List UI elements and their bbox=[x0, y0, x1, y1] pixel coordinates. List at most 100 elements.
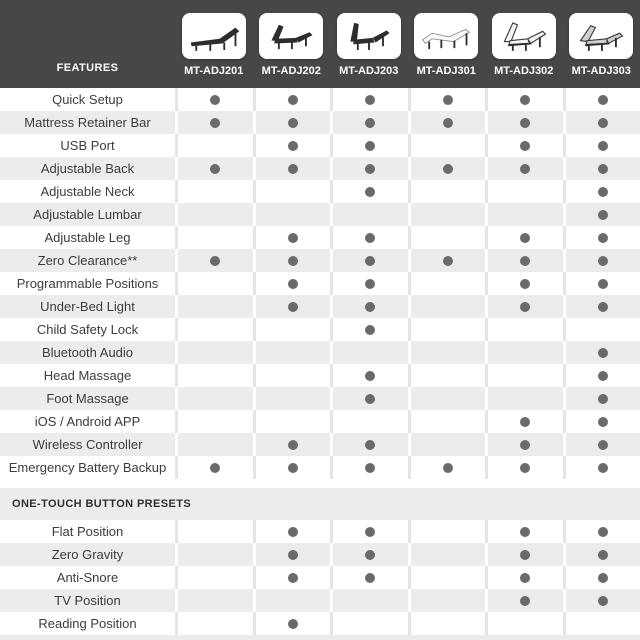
feature-included-dot bbox=[520, 595, 531, 606]
feature-included-dot bbox=[365, 549, 376, 560]
feature-cell bbox=[485, 226, 563, 249]
table-row: iOS / Android APP bbox=[0, 410, 640, 433]
feature-cell bbox=[562, 410, 640, 433]
feature-cell bbox=[330, 387, 408, 410]
table-header: FEATURES MT-ADJ201 MT-ADJ202 MT-ADJ203 MT-A… bbox=[0, 0, 640, 88]
table-row: USB Port bbox=[0, 134, 640, 157]
feature-included-dot bbox=[287, 140, 298, 151]
feature-cell bbox=[407, 410, 486, 433]
feature-cell bbox=[485, 111, 563, 134]
feature-cell bbox=[175, 134, 253, 157]
feature-cell bbox=[175, 456, 253, 479]
feature-cell bbox=[407, 520, 486, 543]
features-header-cell: FEATURES bbox=[0, 0, 175, 88]
feature-included-dot bbox=[520, 278, 531, 289]
feature-cell bbox=[330, 364, 408, 387]
feature-cell bbox=[252, 157, 331, 180]
model-thumbnail[interactable] bbox=[491, 13, 556, 59]
feature-cell bbox=[175, 180, 253, 203]
model-column: MT-ADJ301 bbox=[408, 0, 486, 88]
feature-included-dot bbox=[597, 117, 608, 128]
section-label: ONE-TOUCH BUTTON PRESETS bbox=[12, 498, 192, 510]
model-thumbnail[interactable] bbox=[259, 13, 324, 59]
table-row: Programmable Positions bbox=[0, 272, 640, 295]
feature-included-dot bbox=[597, 462, 608, 473]
feature-cell bbox=[175, 226, 253, 249]
feature-cell bbox=[407, 134, 486, 157]
feature-cell bbox=[252, 203, 331, 226]
feature-cell bbox=[562, 612, 640, 635]
table-row: Child Safety Lock bbox=[0, 318, 640, 341]
feature-cell bbox=[562, 318, 640, 341]
feature-cell bbox=[485, 272, 563, 295]
model-thumbnail[interactable] bbox=[336, 13, 401, 59]
feature-included-dot bbox=[597, 526, 608, 537]
feature-included-dot bbox=[597, 393, 608, 404]
feature-included-dot bbox=[597, 572, 608, 583]
model-thumbnail[interactable] bbox=[414, 13, 479, 59]
feature-cell bbox=[330, 543, 408, 566]
feature-cell bbox=[485, 364, 563, 387]
model-column: MT-ADJ202 bbox=[253, 0, 331, 88]
feature-included-dot bbox=[287, 94, 298, 105]
feature-included-dot bbox=[365, 278, 376, 289]
bed-mt-adj302-icon bbox=[503, 22, 547, 51]
feature-included-dot bbox=[210, 94, 221, 105]
feature-label: TV Position bbox=[54, 593, 121, 608]
feature-cell bbox=[252, 272, 331, 295]
feature-cell bbox=[175, 543, 253, 566]
feature-label: Adjustable Back bbox=[40, 161, 135, 176]
section-header: ONE-TOUCH BUTTON PRESETS bbox=[0, 488, 640, 520]
feature-cell bbox=[330, 520, 408, 543]
feature-cell bbox=[175, 364, 253, 387]
feature-included-dot bbox=[365, 393, 376, 404]
feature-cell bbox=[485, 543, 563, 566]
feature-cell bbox=[252, 387, 331, 410]
feature-label: Adjustable Neck bbox=[40, 184, 135, 199]
feature-cell bbox=[485, 341, 563, 364]
feature-cell bbox=[330, 111, 408, 134]
feature-cell bbox=[407, 88, 486, 111]
feature-cell bbox=[562, 543, 640, 566]
feature-cell bbox=[175, 410, 253, 433]
feature-cell bbox=[562, 295, 640, 318]
feature-cell bbox=[252, 589, 331, 612]
feature-cell bbox=[252, 134, 331, 157]
feature-cell bbox=[485, 318, 563, 341]
feature-cell bbox=[175, 111, 253, 134]
feature-included-dot bbox=[365, 232, 376, 243]
model-column: MT-ADJ303 bbox=[563, 0, 640, 88]
feature-included-dot bbox=[597, 94, 608, 105]
table-row: Adjustable Neck bbox=[0, 180, 640, 203]
feature-cell bbox=[330, 589, 408, 612]
feature-included-dot bbox=[287, 163, 298, 174]
table-row: Adjustable Leg bbox=[0, 226, 640, 249]
model-thumbnail[interactable] bbox=[569, 13, 634, 59]
feature-cell bbox=[485, 520, 563, 543]
feature-cell bbox=[562, 272, 640, 295]
table-row: Foot Massage bbox=[0, 387, 640, 410]
feature-cell bbox=[175, 589, 253, 612]
feature-label: Adjustable Lumbar bbox=[33, 207, 142, 222]
feature-included-dot bbox=[597, 278, 608, 289]
feature-included-dot bbox=[597, 439, 608, 450]
feature-cell bbox=[562, 341, 640, 364]
feature-cell bbox=[330, 612, 408, 635]
bottom-strip bbox=[0, 635, 640, 640]
model-thumbnail[interactable] bbox=[181, 13, 246, 59]
feature-included-dot bbox=[365, 324, 376, 335]
feature-cell bbox=[562, 520, 640, 543]
feature-included-dot bbox=[287, 549, 298, 560]
table-row: Adjustable Back bbox=[0, 157, 640, 180]
feature-included-dot bbox=[287, 526, 298, 537]
feature-included-dot bbox=[597, 416, 608, 427]
feature-cell bbox=[407, 589, 486, 612]
feature-cell bbox=[407, 203, 486, 226]
feature-cell bbox=[407, 543, 486, 566]
feature-cell bbox=[562, 180, 640, 203]
feature-included-dot bbox=[365, 439, 376, 450]
feature-included-dot bbox=[287, 232, 298, 243]
feature-cell bbox=[407, 226, 486, 249]
feature-included-dot bbox=[520, 140, 531, 151]
